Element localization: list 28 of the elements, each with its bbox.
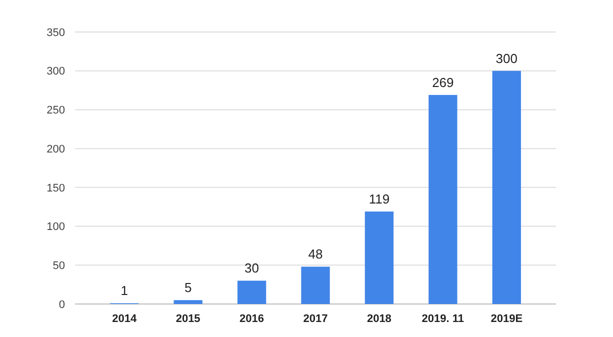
data-label: 30 <box>244 260 260 276</box>
x-tick-label: 2015 <box>176 313 200 325</box>
y-tick-label: 200 <box>46 143 65 156</box>
x-tick-label: 2016 <box>240 313 264 325</box>
y-tick-label: 0 <box>58 298 65 311</box>
x-tick-label: 2018 <box>366 313 392 325</box>
bar <box>428 94 458 304</box>
y-tick-label: 150 <box>46 182 65 194</box>
data-label: 48 <box>308 246 323 262</box>
data-label: 5 <box>184 280 192 296</box>
y-tick-label: 300 <box>46 66 65 78</box>
x-tick-label: 2017 <box>303 313 328 325</box>
bar <box>237 280 266 304</box>
data-label: 119 <box>368 192 390 207</box>
bar <box>174 300 202 304</box>
y-tick-label: 50 <box>52 260 65 272</box>
y-tick-label: 350 <box>46 26 65 39</box>
x-tick-label: 2019. 11 <box>422 313 464 325</box>
data-label: 300 <box>496 50 518 66</box>
x-tick-label: 2014 <box>112 313 138 325</box>
y-tick-label: 250 <box>46 104 65 117</box>
data-label: 269 <box>432 74 454 90</box>
bar <box>364 212 394 304</box>
data-label: 1 <box>120 283 128 298</box>
bar <box>492 70 521 304</box>
x-tick-label: 2019E <box>490 313 523 325</box>
y-tick-label: 100 <box>46 221 65 234</box>
bar <box>301 266 330 304</box>
